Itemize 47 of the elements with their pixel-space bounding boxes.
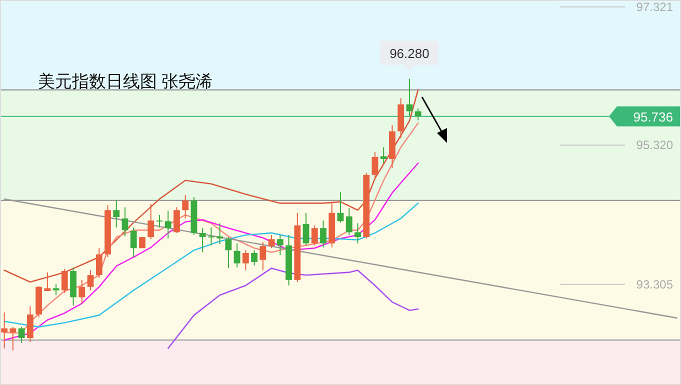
candlestick xyxy=(122,206,128,237)
candlestick xyxy=(182,194,189,219)
candlestick xyxy=(414,108,422,121)
candlestick xyxy=(216,222,224,244)
candlestick xyxy=(380,146,387,164)
line-series xyxy=(167,268,419,350)
candlestick xyxy=(302,212,310,246)
candlestick xyxy=(346,208,352,236)
y-tick-label: 93.305 xyxy=(636,277,674,292)
candlestick xyxy=(337,192,344,224)
candlestick xyxy=(208,226,214,246)
candlestick xyxy=(372,152,378,178)
candlestick xyxy=(1,312,8,349)
candlestick xyxy=(18,326,25,344)
candlestick xyxy=(320,220,326,248)
candlestick xyxy=(156,214,163,228)
candlestick xyxy=(96,248,102,278)
candlestick xyxy=(268,234,275,249)
candlestick xyxy=(311,224,318,246)
y-tick-label: 97.321 xyxy=(636,0,674,14)
candlestick xyxy=(276,234,284,256)
candlestick xyxy=(260,241,266,271)
candlestick xyxy=(113,200,120,228)
candlestick xyxy=(251,250,258,266)
candlestick xyxy=(148,203,154,240)
candlestick xyxy=(44,272,51,292)
candlestick xyxy=(354,222,361,244)
candlestick xyxy=(199,228,206,253)
line-series xyxy=(4,162,419,341)
candlestick xyxy=(52,284,60,296)
candlestick xyxy=(242,250,249,271)
candlestick xyxy=(164,210,172,239)
candlestick xyxy=(174,206,180,234)
candlestick xyxy=(87,270,94,291)
candlestick xyxy=(406,78,413,117)
candlestick xyxy=(10,326,16,351)
annotation: 96.280 xyxy=(390,46,430,61)
line-series xyxy=(4,202,419,328)
candlestick xyxy=(234,242,240,268)
y-tick-label: 95.320 xyxy=(636,138,674,152)
candlestick xyxy=(78,279,86,304)
candlestick xyxy=(26,306,34,343)
candlestick xyxy=(225,236,232,269)
candlestick xyxy=(61,268,68,294)
ref-line-label: 95.736 xyxy=(633,109,673,124)
text: 美元指数日线图 张尧浠 xyxy=(38,72,213,91)
candlestick xyxy=(130,226,137,258)
